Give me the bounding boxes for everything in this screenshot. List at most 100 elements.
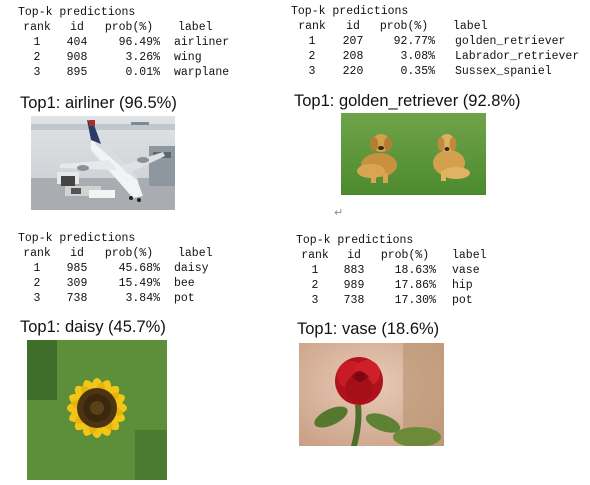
rank-cell: 3 [33, 66, 41, 79]
column-header: rank [23, 21, 51, 34]
id-cell: 738 [343, 294, 365, 307]
table-row: 3 738 3.84% pot [18, 291, 213, 306]
label-cell: golden_retriever [455, 35, 566, 48]
column-header: rank [23, 247, 51, 260]
table-header-row: rank id prob(%) label [18, 246, 213, 261]
airliner-photo [31, 116, 175, 210]
prob-cell: 0.01% [125, 66, 160, 79]
rank-cell: 3 [33, 292, 41, 305]
top1-result: Top1: vase (18.6%) [297, 320, 440, 338]
label-cell: Labrador_retriever [455, 50, 580, 63]
label-cell: pot [174, 292, 195, 305]
column-header: rank [301, 249, 329, 262]
return-marker-icon: ↵ [334, 206, 344, 219]
prob-cell: 45.68% [118, 262, 160, 275]
id-cell: 207 [342, 35, 364, 48]
prob-cell: 3.08% [400, 50, 435, 63]
prob-cell: 18.63% [394, 264, 436, 277]
id-cell: 738 [66, 292, 88, 305]
column-header: label [178, 247, 213, 260]
table-row: 2 309 15.49% bee [18, 276, 213, 291]
id-cell: 208 [342, 50, 364, 63]
top1-result: Top1: daisy (45.7%) [20, 318, 166, 336]
label-cell: pot [452, 294, 473, 307]
label-cell: vase [452, 264, 480, 277]
id-cell: 908 [66, 51, 88, 64]
prob-cell: 17.86% [394, 279, 436, 292]
rank-cell: 1 [33, 36, 41, 49]
column-header: prob(%) [379, 20, 429, 33]
predictions-table: rank id prob(%) label 1 207 92.77% golde… [291, 19, 579, 79]
predictions-header: Top-k predictions [296, 234, 414, 247]
red-rose-photo [299, 343, 444, 446]
table-header-row: rank id prob(%) label [291, 19, 579, 34]
label-cell: wing [174, 51, 202, 64]
table-row: 1 404 96.49% airliner [18, 35, 230, 50]
column-header: label [452, 249, 487, 262]
rank-cell: 3 [311, 294, 319, 307]
label-cell: airliner [174, 36, 230, 49]
prediction-panel-daisy: Top-k predictions rank id prob(%) label … [18, 231, 213, 306]
prob-cell: 96.49% [118, 36, 160, 49]
column-header: prob(%) [104, 247, 154, 260]
rank-cell: 1 [308, 35, 316, 48]
column-header: rank [298, 20, 326, 33]
id-cell: 404 [66, 36, 88, 49]
rank-cell: 2 [311, 279, 319, 292]
predictions-header: Top-k predictions [18, 232, 136, 245]
column-header: label [453, 20, 488, 33]
column-header: label [178, 21, 213, 34]
column-header: prob(%) [380, 249, 430, 262]
id-cell: 309 [66, 277, 88, 290]
prediction-panel-vase: Top-k predictions rank id prob(%) label … [296, 233, 487, 308]
golden-retrievers-photo [341, 113, 486, 195]
column-header: id [70, 247, 84, 260]
top1-result: Top1: airliner (96.5%) [20, 94, 177, 112]
id-cell: 220 [342, 65, 364, 78]
column-header: id [347, 249, 361, 262]
predictions-table: rank id prob(%) label 1 404 96.49% airli… [18, 20, 229, 80]
table-row: 3 220 0.35% Sussex_spaniel [291, 64, 579, 79]
table-row: 3 738 17.30% pot [296, 293, 487, 308]
predictions-table: rank id prob(%) label 1 985 45.68% daisy… [18, 246, 213, 306]
column-header: prob(%) [104, 21, 154, 34]
table-row: 1 883 18.63% vase [296, 263, 487, 278]
top1-result: Top1: golden_retriever (92.8%) [294, 92, 521, 110]
column-header: id [70, 21, 84, 34]
predictions-header: Top-k predictions [291, 5, 409, 18]
table-row: 2 989 17.86% hip [296, 278, 487, 293]
rank-cell: 2 [308, 50, 316, 63]
label-cell: bee [174, 277, 195, 290]
prediction-panel-golden-retriever: Top-k predictions rank id prob(%) label … [291, 4, 579, 79]
predictions-header: Top-k predictions [18, 6, 136, 19]
table-header-row: rank id prob(%) label [18, 20, 229, 35]
prob-cell: 3.26% [125, 51, 160, 64]
label-cell: warplane [174, 66, 230, 79]
prob-cell: 3.84% [125, 292, 160, 305]
predictions-table: rank id prob(%) label 1 883 18.63% vase … [296, 248, 487, 308]
prediction-panel-airliner: Top-k predictions rank id prob(%) label … [18, 5, 229, 80]
id-cell: 895 [66, 66, 88, 79]
label-cell: daisy [174, 262, 209, 275]
label-cell: hip [452, 279, 473, 292]
prob-cell: 15.49% [118, 277, 160, 290]
table-row: 3 895 0.01% warplane [18, 65, 230, 80]
prob-cell: 92.77% [393, 35, 435, 48]
rank-cell: 3 [308, 65, 316, 78]
table-row: 1 207 92.77% golden_retriever [291, 34, 579, 49]
id-cell: 883 [343, 264, 365, 277]
table-row: 2 908 3.26% wing [18, 50, 229, 65]
table-row: 1 985 45.68% daisy [18, 261, 213, 276]
id-cell: 985 [66, 262, 88, 275]
prob-cell: 0.35% [400, 65, 435, 78]
rank-cell: 1 [33, 262, 41, 275]
rank-cell: 1 [311, 264, 319, 277]
sunflower-photo [27, 340, 167, 480]
id-cell: 989 [343, 279, 365, 292]
rank-cell: 2 [33, 277, 41, 290]
table-header-row: rank id prob(%) label [296, 248, 487, 263]
prob-cell: 17.30% [394, 294, 436, 307]
column-header: id [346, 20, 360, 33]
table-row: 2 208 3.08% Labrador_retriever [291, 49, 580, 64]
rank-cell: 2 [33, 51, 41, 64]
